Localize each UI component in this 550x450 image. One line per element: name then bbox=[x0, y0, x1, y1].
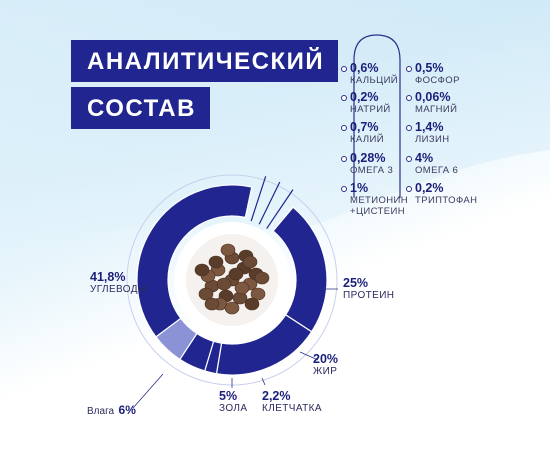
nutrient-left-label: ОМЕГА 3 bbox=[350, 165, 394, 176]
sep-line-2 bbox=[258, 181, 281, 225]
leader-moisture bbox=[132, 373, 164, 409]
label-fat: 20% ЖИР bbox=[313, 352, 339, 377]
kibble-piece bbox=[228, 267, 244, 281]
kibble-piece bbox=[224, 301, 240, 315]
nutrient-right-value: 0,06% bbox=[415, 90, 451, 104]
kibble-piece bbox=[244, 297, 260, 311]
kibble-piece bbox=[204, 297, 220, 311]
nutrient-right-item: 0,5% ФОСФОР bbox=[406, 61, 460, 86]
label-protein: 25% ПРОТЕИН bbox=[343, 276, 395, 301]
leader-fat bbox=[299, 351, 319, 361]
nutrient-left-label: КАЛИЙ bbox=[350, 134, 384, 145]
nutrient-right-label: ЛИЗИН bbox=[415, 134, 450, 145]
nutrient-left-value: 1% bbox=[350, 181, 369, 195]
label-fiber: 2,2% КЛЕТЧАТКА bbox=[262, 389, 322, 414]
kibble-piece bbox=[250, 287, 266, 301]
nutrient-right-value: 0,2% bbox=[415, 181, 444, 195]
bullet-dot-icon bbox=[341, 125, 347, 131]
nutrient-right-label: ФОСФОР bbox=[415, 75, 460, 86]
kibble-piece bbox=[216, 277, 232, 291]
bullet-dot-icon bbox=[406, 95, 412, 101]
nutrient-right-item: 4% ОМЕГА 6 bbox=[406, 151, 459, 176]
title-line-2: СОСТАВ bbox=[71, 87, 210, 129]
kibble-piece bbox=[220, 243, 236, 257]
nutrient-left-value: 0,28% bbox=[350, 151, 386, 165]
nutrient-right-label: ТРИПТОФАН bbox=[415, 195, 478, 206]
nutrient-left-label: НАТРИЙ bbox=[350, 104, 391, 115]
sep-line-3 bbox=[266, 189, 294, 229]
kibble-pile-image bbox=[194, 243, 270, 315]
leader-fiber bbox=[261, 377, 266, 386]
bullet-dot-icon bbox=[406, 66, 412, 72]
bullet-dot-icon bbox=[406, 156, 412, 162]
slice-carbs bbox=[136, 184, 253, 338]
kibble-piece bbox=[208, 255, 224, 269]
nutrient-right-item: 0,06% МАГНИЙ bbox=[406, 90, 458, 115]
kibble-piece bbox=[254, 271, 270, 285]
nutrient-left-label-line2: +ЦИСТЕИН bbox=[350, 206, 405, 217]
nutrient-right-item: 0,2% ТРИПТОФАН bbox=[406, 181, 478, 206]
label-ash: 5% ЗОЛА bbox=[219, 389, 248, 414]
nutrient-left-item: 0,6% КАЛЬЦИЙ bbox=[341, 61, 399, 86]
nutrient-right-label: МАГНИЙ bbox=[415, 104, 458, 115]
label-carbs: 41,8% УГЛЕВОДЫ bbox=[90, 270, 148, 295]
nutrient-left-value: 0,7% bbox=[350, 120, 379, 134]
bullet-dot-icon bbox=[341, 186, 347, 192]
bullet-dot-icon bbox=[406, 125, 412, 131]
nutrient-left-item: 0,7% КАЛИЙ bbox=[341, 120, 384, 145]
kibble-piece bbox=[198, 287, 214, 301]
bullet-dot-icon bbox=[341, 66, 347, 72]
nutrient-right-value: 4% bbox=[415, 151, 434, 165]
nutrient-left-value: 0,6% bbox=[350, 61, 379, 75]
nutrient-right-item: 1,4% ЛИЗИН bbox=[406, 120, 450, 145]
kibble-piece bbox=[194, 263, 210, 277]
nutrient-right-value: 0,5% bbox=[415, 61, 444, 75]
nutrient-right-label: ОМЕГА 6 bbox=[415, 165, 459, 176]
nutrient-right-value: 1,4% bbox=[415, 120, 444, 134]
bullet-dot-icon bbox=[406, 186, 412, 192]
nutrient-left-value: 0,2% bbox=[350, 90, 379, 104]
nutrient-left-label: МЕТИОНИН bbox=[350, 195, 409, 206]
nutrient-left-item: 0,2% НАТРИЙ bbox=[341, 90, 391, 115]
nutrient-left-label: КАЛЬЦИЙ bbox=[350, 75, 399, 86]
kibble-piece bbox=[234, 281, 250, 295]
label-moisture: Влага 6% bbox=[87, 403, 136, 417]
kibble-piece bbox=[242, 255, 258, 269]
nutrient-left-item: 1% МЕТИОНИН +ЦИСТЕИН bbox=[341, 181, 409, 217]
title-line-1: АНАЛИТИЧЕСКИЙ bbox=[71, 40, 339, 82]
sep-line-1 bbox=[250, 176, 267, 222]
bullet-dot-icon bbox=[341, 156, 347, 162]
bullet-dot-icon bbox=[341, 95, 347, 101]
nutrient-left-item: 0,28% ОМЕГА 3 bbox=[341, 151, 394, 176]
